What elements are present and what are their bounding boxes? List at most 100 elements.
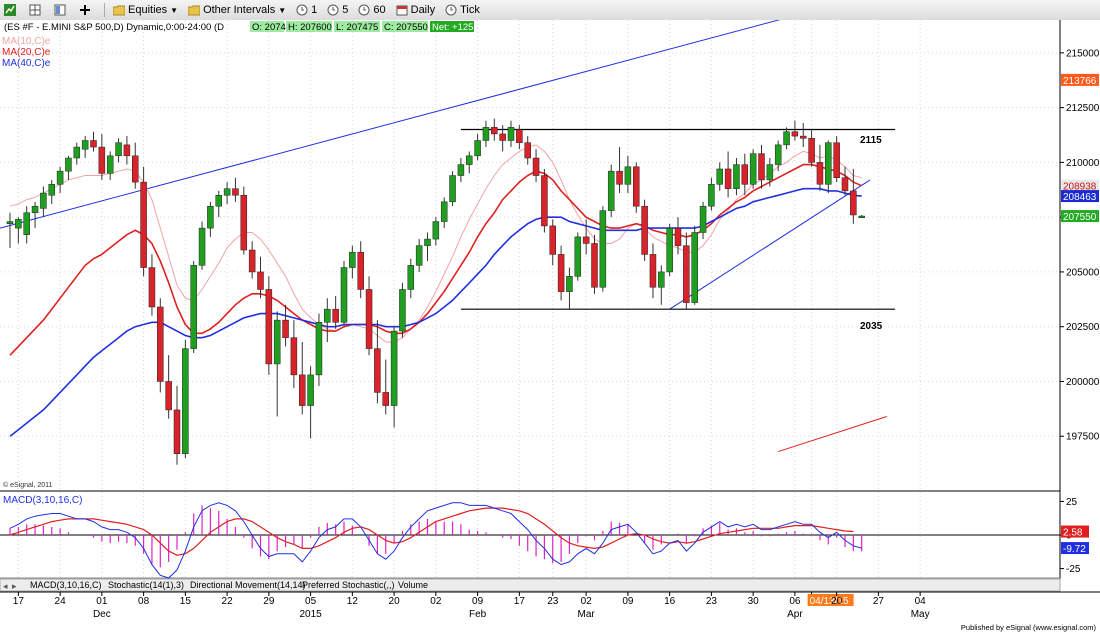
candle-down (808, 138, 815, 163)
time-tick-label: 22 (222, 596, 234, 607)
candle-up (574, 236, 582, 277)
candle-up (48, 184, 55, 196)
time-cursor-tag (807, 594, 854, 606)
tick-button[interactable]: Tick (441, 1, 484, 19)
interval-60-button[interactable]: 60 (354, 1, 389, 19)
layout-icon[interactable] (50, 1, 73, 19)
chevron-down-icon: ▼ (278, 5, 287, 15)
interval-1-label: 1 (311, 4, 318, 16)
time-tick-label: 09 (622, 596, 634, 607)
candle-up (415, 245, 423, 266)
price-chart[interactable]: 2150002125002100002075002050002025002000… (0, 20, 1100, 633)
candle-up (666, 227, 673, 273)
moving-averages (9, 144, 863, 437)
open-bg (250, 21, 284, 32)
time-tick-label: 17 (13, 596, 25, 607)
other-intervals-button[interactable]: Other Intervals ▼ (184, 1, 290, 19)
time-tick-label: 09 (472, 596, 484, 607)
high-bg (286, 21, 332, 32)
candle-down (357, 251, 364, 290)
tab-scroll-right-icon[interactable]: ▸ (12, 581, 17, 591)
toolbar-divider (104, 3, 105, 17)
candle-down (532, 157, 540, 176)
time-tick-label: 04 (915, 596, 927, 607)
time-tick-label: 15 (180, 596, 192, 607)
time-axis: 17 24 01 08 15 22 29 05 12 20 02 09 17 23 02 09 16 23 30 06… (13, 592, 930, 620)
tab-scroll-left-icon[interactable]: ◂ (3, 581, 8, 591)
time-tick-label: 02 (430, 596, 442, 607)
trendlines (0, 20, 896, 453)
price-tag (1061, 179, 1099, 192)
month-label: Feb (469, 609, 487, 620)
candle-up (73, 146, 81, 159)
time-tick-label: 27 (873, 596, 885, 607)
equities-button[interactable]: Equities ▼ (109, 1, 182, 19)
candle-up (273, 319, 281, 365)
candle-down (591, 243, 598, 288)
interval-1-button[interactable]: 1 (292, 1, 321, 19)
price-tick-label: 200000 (1066, 377, 1100, 388)
candle-up (658, 271, 665, 288)
candle-up (466, 155, 473, 165)
add-icon[interactable] (75, 1, 98, 19)
month-label: Apr (787, 609, 803, 620)
high-value: H: 207600 (288, 22, 332, 33)
indicator-tab-bar (0, 578, 1061, 592)
clock-icon (358, 4, 370, 16)
macd-tick-label: 25 (1066, 497, 1078, 508)
candle-up (15, 219, 22, 229)
price-tick-label: 212500 (1066, 103, 1100, 114)
tab-preferred-stochastic[interactable]: Preferred Stochastic(,,) (302, 580, 395, 590)
month-label: May (911, 609, 930, 620)
chart-type-icon[interactable] (0, 1, 23, 19)
tick-label: Tick (460, 4, 480, 16)
time-tick-label: 06 (789, 596, 801, 607)
toolbar: Equities ▼ Other Intervals ▼ 1 5 60 Dail… (0, 0, 1100, 21)
ma10-line (9, 144, 862, 343)
candle-up (223, 188, 231, 196)
tab-stochastic[interactable]: Stochastic(14(1),3) (108, 580, 184, 590)
candle-down (232, 188, 239, 196)
candle-down (516, 129, 523, 143)
candle-up (474, 140, 481, 157)
interval-5-button[interactable]: 5 (323, 1, 352, 19)
candle-down (524, 142, 531, 159)
daily-button[interactable]: Daily (392, 1, 439, 19)
time-tick-label: 12 (347, 596, 359, 607)
low-bg (334, 21, 380, 32)
candle-up (198, 227, 206, 266)
close-bg (382, 21, 428, 32)
candle-up (624, 166, 632, 185)
candle-up (23, 212, 30, 235)
tab-directional-movement[interactable]: Directional Movement(14,14) (190, 580, 306, 590)
macd-title: MACD(3,10,16,C) (3, 495, 82, 506)
grid-icon[interactable] (25, 1, 48, 19)
candle-up (766, 164, 774, 181)
candle-up (599, 210, 607, 288)
grid (0, 20, 1060, 578)
published-footer: Published by eSignal (www.esignal.com) (961, 623, 1097, 632)
ma-legend: MA(10,C)e MA(20,C)e MA(40,C)e (2, 36, 51, 69)
candle-up (324, 308, 331, 323)
candle-up (190, 265, 197, 349)
tab-macd[interactable]: MACD(3,10,16,C) (30, 580, 102, 590)
tab-volume[interactable]: Volume (398, 580, 428, 590)
other-intervals-label: Other Intervals (203, 4, 276, 16)
candle-up (708, 184, 715, 207)
net-bg (430, 21, 474, 32)
candles (6, 118, 865, 465)
candle-down (674, 227, 682, 246)
interval-5-label: 5 (342, 4, 349, 16)
red-ray-line (778, 416, 887, 453)
candle-up (215, 195, 222, 207)
time-tick-label: 20 (831, 596, 843, 607)
candle-up (449, 175, 456, 203)
time-tick-label: 02 (581, 596, 593, 607)
macd-tag (1061, 525, 1089, 538)
candle-down (633, 166, 640, 207)
net-value: Net: +125 (432, 22, 473, 33)
price-tag-label: 207550 (1063, 212, 1097, 223)
macd-line (9, 502, 862, 579)
candle-up (315, 322, 323, 376)
candle-down (499, 133, 506, 141)
